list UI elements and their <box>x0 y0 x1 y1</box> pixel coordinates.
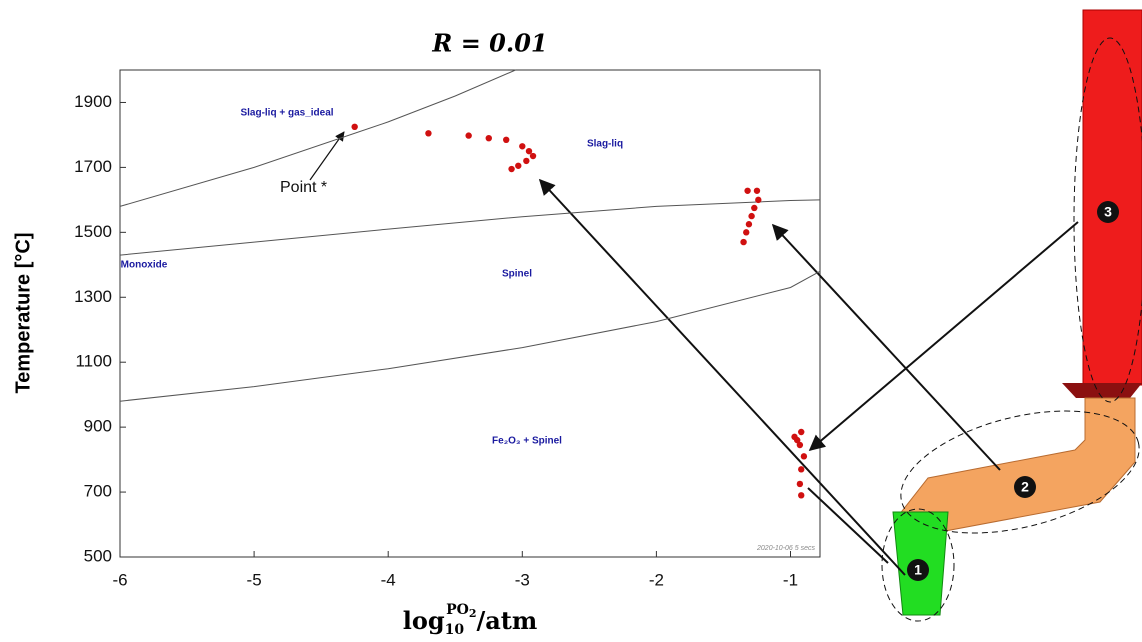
data-point <box>515 162 522 169</box>
data-point <box>485 134 492 142</box>
zone-badge <box>1014 476 1036 498</box>
data-point <box>425 130 432 137</box>
y-axis-label: Temperature [°C] <box>12 233 34 394</box>
zone-number: 3 <box>1104 204 1112 220</box>
chart-title: R = 0.01 <box>431 29 547 58</box>
phase-boundary <box>119 69 516 207</box>
zone-number: 1 <box>914 562 922 578</box>
x-tick-label: -6 <box>112 570 127 589</box>
annotation: Point * <box>280 179 327 196</box>
data-point <box>740 238 747 246</box>
timestamp: 2020-10-06 5 secs <box>756 545 815 552</box>
data-point <box>529 152 537 160</box>
phase-boundary <box>119 270 821 402</box>
x-label-sup: PO <box>446 602 469 618</box>
x-label-sup-sub: 2 <box>469 607 477 620</box>
plot-frame <box>119 69 821 558</box>
data-point <box>503 136 510 144</box>
data-point <box>798 428 805 436</box>
data-point <box>351 123 358 131</box>
data-point <box>751 204 758 212</box>
y-tick-label: 1500 <box>74 222 112 241</box>
y-tick-label: 1700 <box>74 157 112 176</box>
data-point <box>745 221 753 228</box>
flange <box>1062 383 1142 398</box>
schematic <box>881 9 1142 622</box>
y-tick-label: 1900 <box>74 92 112 111</box>
phase-boundary <box>119 199 821 256</box>
region-label: Monoxide <box>121 260 168 271</box>
data-point <box>508 165 515 173</box>
x-tick-label: -1 <box>783 570 798 589</box>
zone-outline <box>900 410 1140 534</box>
data-point <box>743 229 750 236</box>
x-tick-label: -5 <box>247 570 262 589</box>
annotation-arrow <box>309 131 345 181</box>
data-point <box>796 480 804 488</box>
y-tick-label: 700 <box>84 482 112 501</box>
region-label: Slag-liq + gas_ideal <box>240 108 333 119</box>
arrow <box>808 221 1079 452</box>
column <box>1082 9 1142 386</box>
region-label: Slag-liq <box>587 139 623 150</box>
x-label-sub: 10 <box>445 622 465 638</box>
data-point <box>523 157 530 165</box>
data-point <box>748 212 755 220</box>
y-tick-label: 1100 <box>75 352 112 371</box>
x-label-base: log <box>403 606 445 635</box>
y-tick-label: 500 <box>84 546 112 565</box>
zone-badge <box>907 559 929 581</box>
data-point <box>744 187 751 194</box>
x-tick-label: -2 <box>649 570 664 589</box>
data-point <box>465 132 472 139</box>
data-point <box>525 147 533 155</box>
data-point <box>798 492 805 499</box>
arrow <box>538 178 906 576</box>
data-point <box>794 436 801 444</box>
zone-number: 2 <box>1021 479 1029 495</box>
x-axis-label: log10 PO2/atm <box>403 602 538 638</box>
data-point <box>796 441 804 449</box>
data-point <box>755 196 762 204</box>
data-point <box>798 466 805 473</box>
zone-outline <box>881 508 955 622</box>
zone-outline <box>1073 37 1142 403</box>
x-tick-label: -3 <box>515 570 530 589</box>
zone-badge <box>1097 201 1119 223</box>
x-label-tail: /atm <box>476 606 537 635</box>
data-point <box>753 187 761 194</box>
arrow <box>771 223 1001 471</box>
data-point <box>519 143 526 150</box>
region-label: Spinel <box>502 269 532 280</box>
data-point <box>800 453 808 460</box>
y-tick-label: 900 <box>84 417 112 436</box>
arrow <box>807 487 889 564</box>
region-label: Fe₂O₃ + Spinel <box>492 436 562 447</box>
y-tick-label: 1300 <box>74 287 112 306</box>
x-tick-label: -4 <box>381 570 396 589</box>
